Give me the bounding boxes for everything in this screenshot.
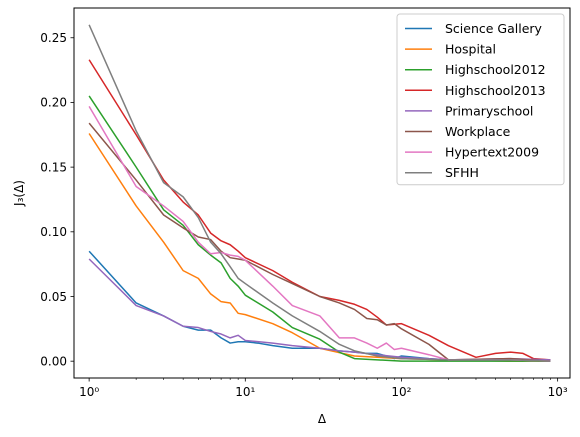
legend-entry-label: Science Gallery bbox=[445, 21, 543, 36]
series-layer bbox=[88, 24, 551, 362]
x-tick-label: 10¹ bbox=[235, 385, 255, 399]
series-line-5 bbox=[88, 258, 551, 361]
y-axis: 0.00 0.05 0.10 0.15 0.20 0.25 bbox=[40, 31, 74, 368]
legend: Science Gallery Hospital Highschool2012 Hig… bbox=[396, 13, 565, 186]
legend-entry-label: Highschool2013 bbox=[445, 83, 546, 98]
series-line-4 bbox=[88, 59, 551, 361]
y-axis-label: J₃(Δ) bbox=[12, 180, 26, 207]
x-tick-label: 10³ bbox=[548, 385, 568, 399]
y-tick-label: 0.10 bbox=[40, 225, 67, 239]
y-tick-label: 0.25 bbox=[40, 31, 67, 45]
series-line-7 bbox=[88, 105, 551, 362]
y-tick-label: 0.20 bbox=[40, 96, 67, 110]
legend-box bbox=[396, 13, 565, 186]
series-line-3 bbox=[88, 95, 551, 362]
y-tick-label: 0.00 bbox=[40, 354, 67, 368]
x-tick-label: 10² bbox=[391, 385, 411, 399]
legend-entry-label: Primaryschool bbox=[445, 103, 533, 118]
y-tick-label: 0.15 bbox=[40, 160, 67, 174]
legend-entry-label: Workplace bbox=[445, 124, 511, 139]
x-axis: 10⁰ 10¹ 10² 10³ bbox=[79, 378, 568, 399]
series-line-8 bbox=[88, 24, 551, 362]
x-tick-label: 10⁰ bbox=[79, 385, 99, 399]
plot-frame bbox=[73, 7, 571, 379]
y-axis-label-text: J₃(Δ) bbox=[12, 180, 26, 207]
y-tick-label: 0.05 bbox=[40, 290, 67, 304]
series-line-6 bbox=[88, 122, 551, 362]
legend-entry-label: Hypertext2009 bbox=[445, 145, 539, 160]
legend-entry-label: Hospital bbox=[445, 42, 496, 57]
x-axis-label: Δ bbox=[318, 412, 327, 426]
legend-entry-label: Highschool2012 bbox=[445, 62, 546, 77]
legend-entry-label: SFHH bbox=[445, 165, 479, 180]
